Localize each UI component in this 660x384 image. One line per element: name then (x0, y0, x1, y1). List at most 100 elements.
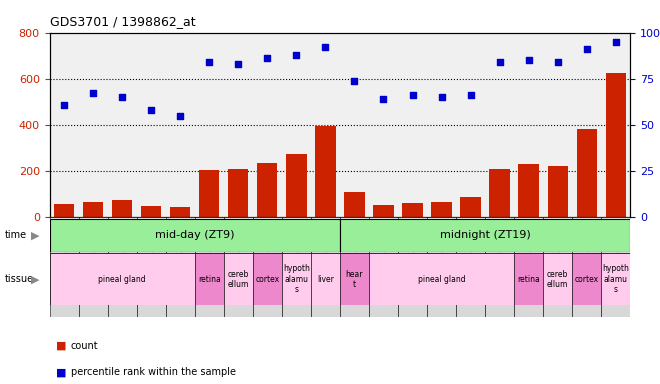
FancyBboxPatch shape (253, 253, 282, 305)
Text: GSM310038: GSM310038 (147, 222, 156, 268)
Text: GSM310050: GSM310050 (553, 222, 562, 268)
FancyBboxPatch shape (514, 253, 543, 305)
Point (581, 46, 592, 52)
FancyBboxPatch shape (311, 217, 340, 317)
Text: GSM310042: GSM310042 (437, 222, 446, 268)
Text: GSM310047: GSM310047 (234, 222, 243, 268)
FancyBboxPatch shape (50, 219, 340, 252)
Point (117, 94, 127, 100)
Point (465, 92, 476, 98)
Point (146, 107, 156, 113)
Text: retina: retina (198, 275, 220, 284)
FancyBboxPatch shape (195, 253, 224, 305)
Text: GSM310045: GSM310045 (205, 222, 214, 268)
Point (262, 55, 273, 61)
Text: hear
t: hear t (346, 270, 363, 289)
Text: ■: ■ (56, 341, 67, 351)
Text: GSM310037: GSM310037 (117, 222, 127, 268)
Point (436, 94, 447, 100)
FancyBboxPatch shape (514, 217, 543, 317)
Text: GSM310044: GSM310044 (466, 222, 475, 268)
Text: GSM310039: GSM310039 (350, 222, 359, 268)
FancyBboxPatch shape (282, 217, 311, 317)
Bar (54, 204, 74, 217)
Point (175, 113, 185, 119)
Text: GSM310052: GSM310052 (582, 222, 591, 268)
FancyBboxPatch shape (340, 253, 369, 305)
FancyBboxPatch shape (427, 217, 456, 317)
Text: count: count (71, 341, 98, 351)
Bar (141, 206, 161, 217)
Point (88, 90, 98, 96)
Text: hypoth
alamu
s: hypoth alamu s (603, 265, 629, 294)
Text: GSM310046: GSM310046 (495, 222, 504, 268)
Bar (83, 202, 103, 217)
FancyBboxPatch shape (195, 217, 224, 317)
FancyBboxPatch shape (340, 219, 630, 252)
Point (204, 59, 214, 65)
Bar (374, 205, 393, 217)
Text: mid-day (ZT9): mid-day (ZT9) (155, 230, 234, 240)
Point (59, 101, 69, 108)
FancyBboxPatch shape (572, 253, 601, 305)
Bar (403, 203, 422, 217)
Bar (112, 200, 132, 217)
Bar (606, 73, 626, 217)
Text: GSM310043: GSM310043 (176, 222, 185, 268)
Point (552, 59, 563, 65)
Bar (519, 164, 539, 217)
Text: liver: liver (317, 275, 334, 284)
Text: pineal gland: pineal gland (98, 275, 146, 284)
FancyBboxPatch shape (601, 217, 630, 317)
Bar (490, 169, 510, 217)
Point (320, 44, 331, 50)
FancyBboxPatch shape (137, 217, 166, 317)
Text: cortex: cortex (575, 275, 599, 284)
Bar (315, 126, 335, 217)
FancyBboxPatch shape (253, 217, 282, 317)
Bar (548, 166, 568, 217)
FancyBboxPatch shape (50, 217, 79, 317)
FancyBboxPatch shape (543, 253, 572, 305)
Text: pineal gland: pineal gland (418, 275, 465, 284)
Text: midnight (ZT19): midnight (ZT19) (440, 230, 531, 240)
Bar (461, 197, 480, 217)
Bar (257, 163, 277, 217)
Text: GSM310040: GSM310040 (379, 222, 388, 268)
Text: GSM310053: GSM310053 (321, 222, 330, 268)
Text: GSM310054: GSM310054 (611, 222, 620, 268)
Point (349, 78, 360, 84)
Text: tissue: tissue (5, 274, 34, 285)
Text: GDS3701 / 1398862_at: GDS3701 / 1398862_at (50, 15, 195, 28)
Bar (228, 169, 248, 217)
Point (494, 59, 505, 65)
Text: ■: ■ (56, 367, 67, 377)
FancyBboxPatch shape (282, 253, 311, 305)
Text: time: time (5, 230, 27, 240)
FancyBboxPatch shape (166, 217, 195, 317)
FancyBboxPatch shape (398, 217, 427, 317)
Point (407, 92, 418, 98)
FancyBboxPatch shape (543, 217, 572, 317)
FancyBboxPatch shape (311, 253, 340, 305)
Text: ▶: ▶ (31, 230, 40, 240)
Point (523, 57, 534, 63)
Text: cortex: cortex (255, 275, 279, 284)
Text: percentile rank within the sample: percentile rank within the sample (71, 367, 236, 377)
Point (233, 61, 244, 67)
FancyBboxPatch shape (224, 217, 253, 317)
Bar (170, 207, 190, 217)
FancyBboxPatch shape (224, 253, 253, 305)
Text: ▶: ▶ (31, 274, 40, 285)
FancyBboxPatch shape (50, 253, 195, 305)
Text: GSM310041: GSM310041 (408, 222, 417, 268)
Bar (286, 154, 306, 217)
Text: GSM310036: GSM310036 (88, 222, 98, 268)
Point (610, 39, 621, 45)
Text: GSM310049: GSM310049 (263, 222, 272, 268)
FancyBboxPatch shape (601, 253, 630, 305)
Bar (432, 202, 451, 217)
Bar (199, 170, 219, 217)
FancyBboxPatch shape (79, 217, 108, 317)
Point (378, 96, 389, 102)
